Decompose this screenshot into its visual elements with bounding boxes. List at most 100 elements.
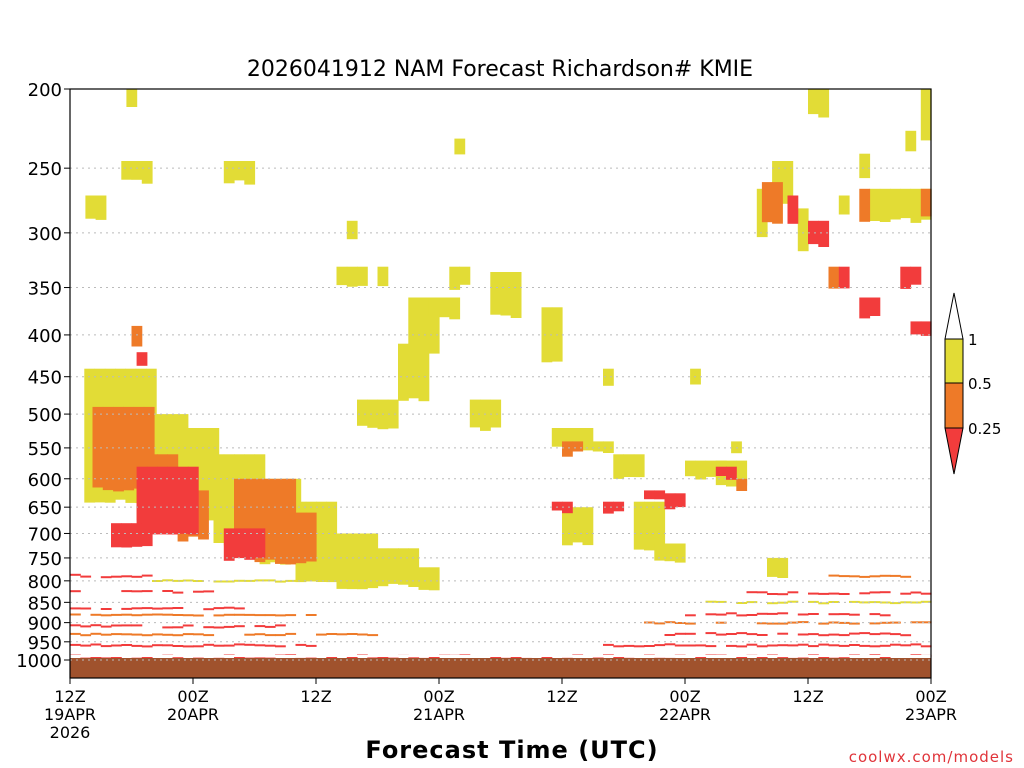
lowlevel-cell-3 [223, 606, 235, 609]
legend-swatch-above-1 [944, 292, 964, 340]
heatmap-cell-41 [695, 460, 707, 480]
lowlevel-cell-9 [818, 643, 830, 646]
lowlevel-cell-8 [387, 579, 399, 582]
lowlevel-cell-11 [797, 621, 809, 624]
lowlevel-cell-3 [152, 607, 163, 610]
lowlevel-cell-12 [879, 614, 891, 617]
lowlevel-cell-12 [767, 612, 778, 615]
lowlevel-cell-14 [910, 591, 922, 594]
heatmap-cell-13 [264, 512, 276, 560]
heatmap-cell-48 [797, 208, 809, 252]
heatmap-cell-51 [900, 188, 912, 219]
lowlevel-cell-14 [838, 593, 850, 595]
lowlevel-cell-9 [664, 643, 676, 646]
lowlevel-cell-2 [254, 625, 266, 628]
lowlevel-cell-12 [685, 614, 696, 617]
lowlevel-cell-1 [131, 644, 143, 647]
lowlevel-cell-1 [213, 644, 225, 647]
heatmap-cell-7 [398, 548, 409, 585]
lowlevel-cell-10 [705, 632, 717, 635]
heatmap-cell-44 [731, 441, 742, 454]
lowlevel-cell-14 [818, 592, 830, 595]
lowlevel-cell-9 [920, 645, 932, 648]
lowlevel-cell-1 [70, 643, 81, 646]
lowlevel-cell-13 [787, 600, 799, 603]
lowlevel-cell-13 [705, 600, 717, 603]
lowlevel-cell-7 [131, 614, 143, 617]
heatmap-cell-32 [500, 272, 512, 316]
lowlevel-cell-2 [182, 624, 194, 627]
lowlevel-cell-15 [838, 575, 850, 578]
heatmap-cell-67 [562, 501, 573, 514]
heatmap-cell-15 [177, 466, 189, 534]
heatmap-cell-6 [367, 533, 379, 589]
lowlevel-cell-14 [900, 592, 912, 595]
y-tick-label: 500 [28, 405, 62, 426]
lowlevel-cell-8 [223, 580, 235, 583]
lowlevel-cell-6 [336, 633, 348, 636]
heatmap-cell-31 [490, 399, 502, 428]
heatmap-cell-12 [285, 478, 297, 542]
lowlevel-cell-11 [787, 621, 799, 624]
heatmap-cell-30 [449, 266, 461, 290]
heatmap-cell-12 [264, 478, 276, 544]
heatmap-cell-13 [305, 512, 317, 562]
lowlevel-cell-0 [818, 656, 830, 659]
lowlevel-cell-0 [490, 656, 502, 659]
heatmap-cell-62 [808, 220, 819, 245]
heatmap-cell-46 [782, 161, 794, 204]
lowlevel-cell-0 [90, 656, 102, 659]
heatmap-cell-5 [316, 501, 327, 582]
heatmap-cell-59 [572, 441, 584, 452]
lowlevel-cell-1 [223, 644, 235, 647]
heatmap-cell-53 [920, 89, 932, 141]
lowlevel-cell-11 [910, 621, 922, 624]
lowlevel-cell-7 [100, 614, 112, 617]
lowlevel-cell-8 [254, 579, 266, 582]
heatmap-cell-13 [275, 512, 286, 564]
lowlevel-cell-11 [674, 622, 686, 624]
lowlevel-cell-7 [305, 614, 317, 616]
lowlevel-cell-12 [736, 614, 748, 617]
legend: 0.25 0.5 1 [944, 292, 1001, 475]
lowlevel-cell-12 [849, 613, 860, 616]
credit-link[interactable]: coolwx.com/models [849, 748, 1014, 766]
heatmap-cell-24 [377, 266, 389, 287]
heatmap-cell-20 [121, 161, 133, 180]
heatmap-cell-52 [905, 130, 917, 152]
lowlevel-cell-7 [275, 614, 286, 617]
lowlevel-cell-0 [428, 656, 440, 659]
lowlevel-cell-9 [777, 644, 789, 647]
heatmap-cell-6 [357, 533, 368, 590]
lowlevel-cell-7 [244, 613, 256, 616]
lowlevel-cell-11 [685, 622, 696, 625]
lowlevel-cell-1 [244, 643, 256, 646]
lowlevel-cell-7 [162, 613, 174, 616]
heatmap-cell-8 [418, 567, 430, 590]
heatmap-cell-8 [428, 567, 440, 591]
heatmap-cell-7 [387, 548, 399, 584]
heatmap-cell-16 [111, 523, 122, 548]
lowlevel-cell-14 [879, 591, 891, 594]
lowlevel-cell-12 [726, 612, 737, 615]
legend-label: 0.5 [968, 375, 992, 393]
heatmap-cell-25 [418, 297, 430, 351]
lowlevel-cell-12 [746, 614, 758, 616]
lowlevel-cell-6 [193, 633, 204, 636]
lowlevel-cell-9 [654, 644, 666, 647]
heatmap-cell-70 [664, 493, 676, 510]
heatmap-cell-22 [336, 266, 348, 286]
lowlevel-cell-8 [264, 579, 276, 582]
lowlevel-cell-10 [674, 632, 686, 635]
lowlevel-cell-2 [275, 624, 286, 627]
heatmap-cell-51 [910, 188, 922, 223]
lowlevel-cell-11 [654, 622, 666, 625]
lowlevel-cell-14 [828, 592, 840, 595]
lowlevel-cell-9 [879, 644, 891, 647]
lowlevel-cell-11 [777, 622, 789, 625]
lowlevel-cell-8 [182, 579, 194, 582]
heatmap-cell-39 [644, 501, 655, 551]
lowlevel-cell-5 [100, 576, 112, 579]
lowlevel-cell-13 [818, 602, 830, 605]
lowlevel-cell-13 [746, 601, 758, 604]
